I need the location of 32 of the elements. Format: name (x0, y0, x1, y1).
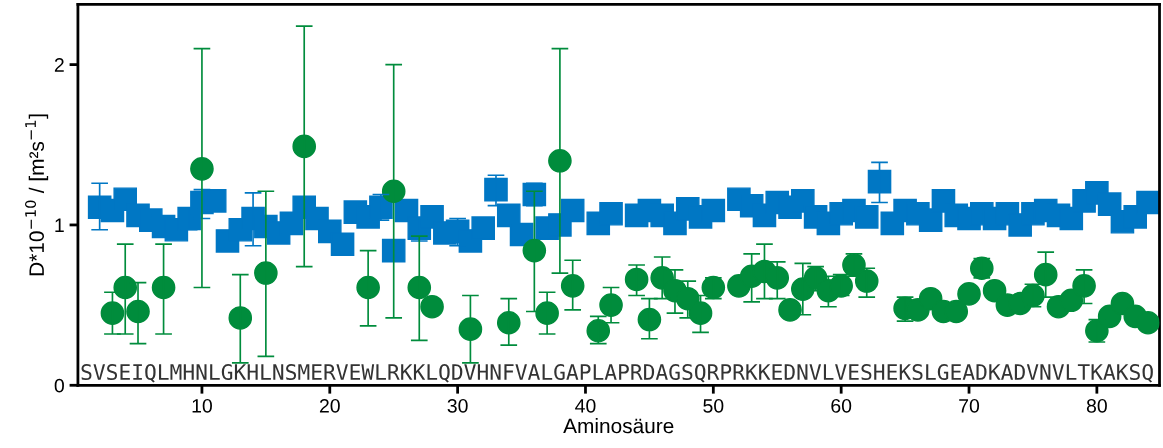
annotation: SVSEIQLMHNLGKHLNSMERVEWLRKKLQDVHNFVALGAPLAPRDAGSQRPRKKEDNVLVESHEKSLGEADKADVNVLTKAKSQ (81, 364, 1153, 383)
point (292, 134, 317, 159)
y-tick-label: 0 (54, 378, 64, 393)
point (356, 275, 380, 300)
x-axis-title: Aminosäure (563, 417, 674, 434)
y-tick-label: 1 (55, 218, 64, 232)
y-tick-label: 2 (54, 58, 64, 72)
point (100, 301, 125, 325)
x-tick-label: 70 (959, 398, 980, 413)
point (624, 267, 649, 292)
x-tick-label: 20 (319, 398, 340, 413)
point (420, 294, 444, 319)
point (254, 261, 278, 285)
point (599, 293, 623, 317)
x-tick-label: 30 (447, 398, 468, 413)
x-tick-label: 80 (1086, 398, 1107, 413)
x-tick-label: 60 (831, 398, 852, 413)
point (151, 275, 176, 300)
point (1136, 310, 1160, 335)
point (1072, 274, 1096, 298)
point (228, 306, 253, 330)
point (637, 307, 662, 332)
x-tick-label: 10 (192, 398, 212, 413)
point (522, 238, 547, 263)
point (688, 301, 713, 325)
point (982, 278, 1007, 303)
point (778, 298, 802, 322)
point (458, 317, 483, 341)
y-axis-title: D*10$^{−10}$ / [m²s$^{−1}$] (25, 114, 49, 276)
x-tick-label: 50 (703, 398, 724, 413)
point (957, 282, 981, 306)
x-tick-label: 40 (575, 398, 596, 413)
